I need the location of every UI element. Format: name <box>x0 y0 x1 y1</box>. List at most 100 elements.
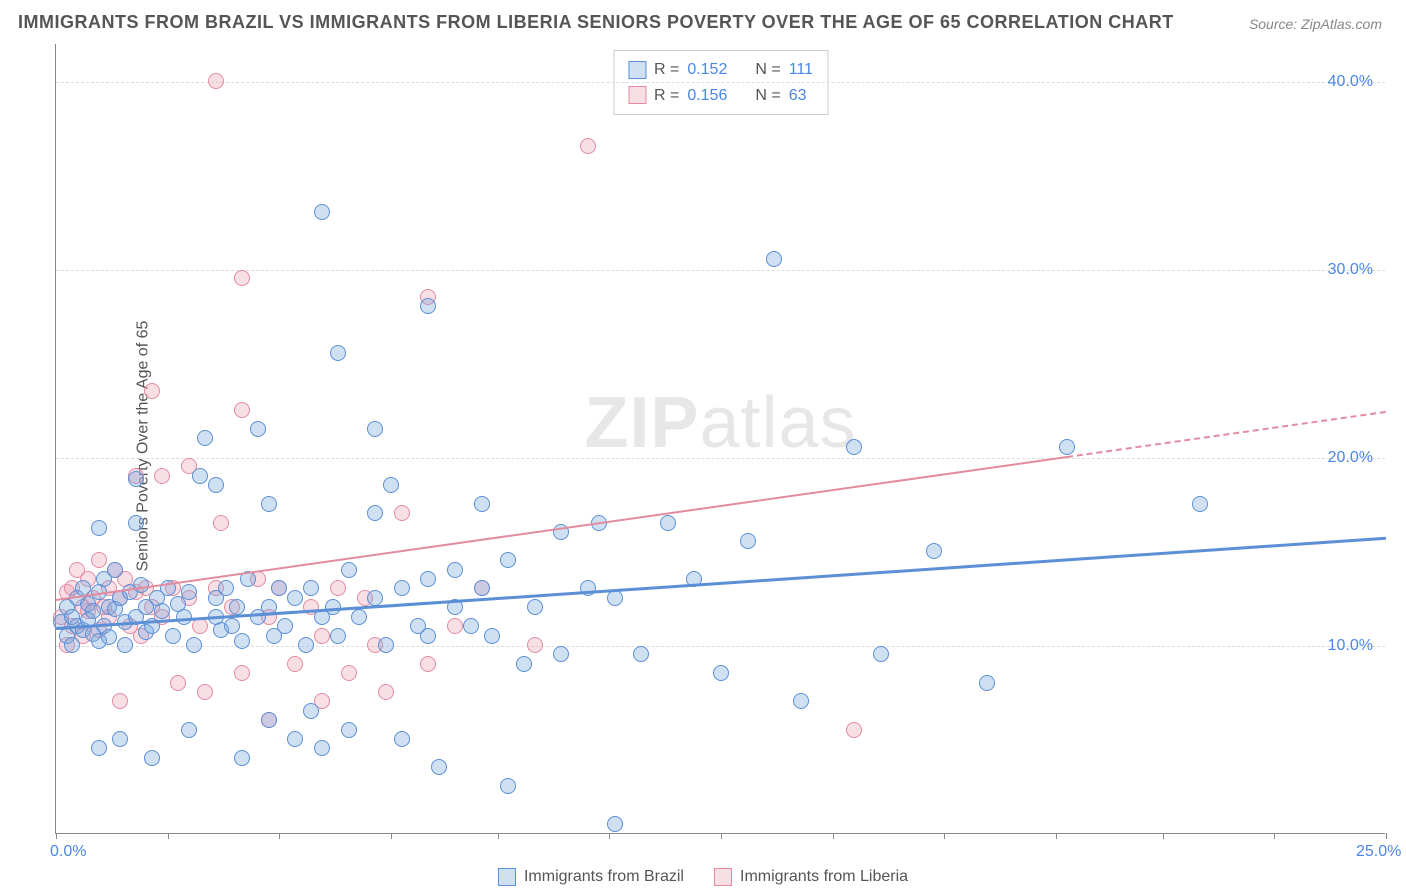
watermark-zip: ZIP <box>584 383 699 463</box>
data-point-liberia <box>197 684 213 700</box>
data-point-liberia <box>234 270 250 286</box>
data-point-liberia <box>330 580 346 596</box>
data-point-brazil <box>330 628 346 644</box>
series-legend: Immigrants from Brazil Immigrants from L… <box>498 868 908 886</box>
data-point-brazil <box>341 562 357 578</box>
x-tick <box>1274 833 1275 839</box>
data-point-liberia <box>154 468 170 484</box>
data-point-liberia <box>287 656 303 672</box>
data-point-brazil <box>351 609 367 625</box>
r-label: R = <box>654 83 679 109</box>
data-point-brazil <box>394 731 410 747</box>
liberia-r-value: 0.156 <box>687 83 727 109</box>
data-point-brazil <box>91 520 107 536</box>
brazil-r-value: 0.152 <box>687 57 727 83</box>
data-point-brazil <box>234 633 250 649</box>
data-point-brazil <box>165 628 181 644</box>
data-point-brazil <box>1192 496 1208 512</box>
data-point-brazil <box>474 580 490 596</box>
legend-item-liberia: Immigrants from Liberia <box>714 868 908 886</box>
x-tick <box>1386 833 1387 839</box>
data-point-brazil <box>926 543 942 559</box>
data-point-brazil <box>192 468 208 484</box>
data-point-brazil <box>303 703 319 719</box>
data-point-brazil <box>394 580 410 596</box>
data-point-brazil <box>144 750 160 766</box>
data-point-brazil <box>287 731 303 747</box>
data-point-brazil <box>766 251 782 267</box>
data-point-liberia <box>394 505 410 521</box>
data-point-brazil <box>314 204 330 220</box>
data-point-brazil <box>367 590 383 606</box>
trend-line-liberia <box>56 456 1067 601</box>
y-tick-label: 40.0% <box>1328 73 1373 91</box>
data-point-brazil <box>128 471 144 487</box>
n-label: N = <box>755 57 780 83</box>
data-point-liberia <box>580 138 596 154</box>
swatch-brazil-icon <box>628 61 646 79</box>
data-point-brazil <box>553 646 569 662</box>
data-point-brazil <box>181 722 197 738</box>
data-point-brazil <box>420 628 436 644</box>
x-tick-label: 25.0% <box>1356 843 1401 861</box>
data-point-brazil <box>197 430 213 446</box>
data-point-brazil <box>740 533 756 549</box>
data-point-brazil <box>101 629 117 645</box>
plot-area: ZIPatlas R = 0.152 N = 111 R = 0.156 N =… <box>55 44 1385 834</box>
swatch-liberia-icon <box>628 86 646 104</box>
data-point-brazil <box>330 345 346 361</box>
data-point-brazil <box>128 515 144 531</box>
data-point-brazil <box>298 637 314 653</box>
data-point-brazil <box>181 584 197 600</box>
data-point-liberia <box>144 383 160 399</box>
data-point-liberia <box>314 628 330 644</box>
x-tick <box>944 833 945 839</box>
data-point-brazil <box>367 421 383 437</box>
x-tick <box>391 833 392 839</box>
gridline <box>56 458 1385 459</box>
data-point-brazil <box>873 646 889 662</box>
x-tick <box>279 833 280 839</box>
data-point-brazil <box>516 656 532 672</box>
y-tick-label: 30.0% <box>1328 261 1373 279</box>
data-point-liberia <box>378 684 394 700</box>
data-point-brazil <box>154 603 170 619</box>
data-point-liberia <box>208 73 224 89</box>
data-point-brazil <box>112 731 128 747</box>
data-point-brazil <box>378 637 394 653</box>
gridline <box>56 270 1385 271</box>
data-point-brazil <box>580 580 596 596</box>
swatch-liberia-icon <box>714 868 732 886</box>
data-point-brazil <box>607 816 623 832</box>
data-point-brazil <box>133 577 149 593</box>
x-tick <box>609 833 610 839</box>
legend-row-liberia: R = 0.156 N = 63 <box>628 83 813 109</box>
data-point-brazil <box>474 496 490 512</box>
r-label: R = <box>654 57 679 83</box>
data-point-liberia <box>91 552 107 568</box>
data-point-brazil <box>303 580 319 596</box>
y-tick-label: 10.0% <box>1328 637 1373 655</box>
data-point-liberia <box>420 656 436 672</box>
data-point-brazil <box>271 580 287 596</box>
data-point-liberia <box>192 618 208 634</box>
data-point-brazil <box>383 477 399 493</box>
data-point-brazil <box>85 603 101 619</box>
data-point-brazil <box>420 571 436 587</box>
x-tick <box>56 833 57 839</box>
data-point-liberia <box>527 637 543 653</box>
x-tick <box>721 833 722 839</box>
data-point-liberia <box>112 693 128 709</box>
data-point-liberia <box>170 675 186 691</box>
data-point-brazil <box>527 599 543 615</box>
n-label: N = <box>755 83 780 109</box>
data-point-brazil <box>117 637 133 653</box>
data-point-liberia <box>341 665 357 681</box>
data-point-brazil <box>633 646 649 662</box>
data-point-brazil <box>846 439 862 455</box>
x-tick <box>1163 833 1164 839</box>
brazil-n-value: 111 <box>789 57 813 83</box>
data-point-brazil <box>367 505 383 521</box>
data-point-brazil <box>979 675 995 691</box>
data-point-brazil <box>713 665 729 681</box>
